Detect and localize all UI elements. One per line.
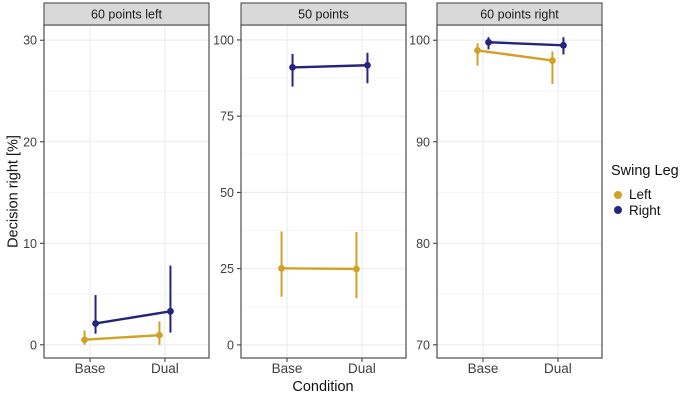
facet-strip [240,2,407,26]
y-tick-label: 80 [416,237,430,251]
facet-strip-label: 60 points left [91,8,162,22]
data-point-right [92,320,99,327]
x-tick-label: Dual [151,361,179,376]
y-tick-label: 0 [227,338,234,352]
data-point-right [289,63,296,71]
y-tick-label: 20 [23,135,37,149]
x-tick-label: Base [468,361,499,376]
x-tick-label: Dual [348,361,376,376]
legend-item-left: Left [611,187,679,203]
y-tick-label: 100 [213,33,234,47]
y-tick-label: 0 [30,338,37,352]
data-point-right [485,38,492,46]
y-tick-label: 75 [220,110,234,124]
legend-title: Swing Leg [611,163,679,179]
right-series-swatch-icon [614,206,622,215]
series-line-right [95,310,171,325]
data-point-left [549,57,556,64]
series-line-left [84,333,160,341]
series-line-left [477,49,553,62]
data-point-left [156,331,163,339]
panel-background [44,25,209,358]
y-tick-label: 50 [220,186,234,200]
x-axis-title: Condition [292,379,354,395]
series-line-left [281,267,357,271]
x-tick-label: Base [272,361,303,376]
series-line-right [292,64,368,69]
data-point-left [278,264,285,272]
data-point-right [167,307,174,315]
data-point-right [560,41,567,49]
facet-strip [43,2,210,26]
y-tick-label: 90 [416,135,430,149]
facet-strip-label: 60 points right [480,8,559,22]
series-line-right [488,41,564,47]
left-series-swatch-icon [614,190,622,199]
data-point-right [364,61,371,69]
legend: Swing Leg Left Right [611,163,679,218]
y-tick-label: 25 [220,262,234,276]
data-point-left [353,265,360,273]
panel-background [241,25,406,358]
legend-item-left-label: Left [629,187,652,203]
y-axis-title: Decision right [%] [5,135,22,248]
panel-background [437,25,602,358]
y-tick-label: 100 [409,34,430,48]
data-point-left [474,46,481,54]
legend-item-right-label: Right [629,202,661,218]
y-tick-label: 10 [23,237,37,251]
legend-item-right: Right [611,203,679,219]
y-tick-label: 70 [416,338,430,352]
x-tick-label: Base [75,361,106,376]
data-point-left [81,336,88,344]
y-tick-label: 30 [23,34,37,48]
facet-strip-label: 50 points [298,8,349,22]
facet-strip [436,2,603,26]
x-tick-label: Dual [544,361,572,376]
